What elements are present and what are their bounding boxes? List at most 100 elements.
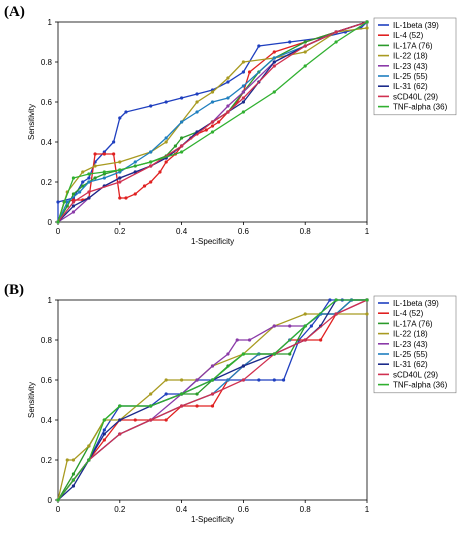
data-point [334, 30, 338, 34]
data-point [303, 44, 307, 48]
legend-entry: IL-4 (52) [393, 309, 424, 318]
x-tick-label: 0 [56, 505, 61, 514]
data-point [272, 90, 276, 94]
data-point [180, 404, 184, 408]
data-point [235, 338, 239, 342]
data-point [210, 100, 215, 104]
data-point [272, 324, 276, 328]
x-tick-label: 0 [56, 227, 61, 236]
data-point [226, 96, 230, 100]
data-point [288, 40, 292, 44]
data-point [272, 60, 276, 64]
data-point [71, 478, 76, 482]
y-tick-label: 0.8 [41, 336, 53, 345]
legend-entry: IL-17A (76) [393, 41, 433, 50]
data-point [365, 312, 369, 316]
data-point [241, 60, 245, 64]
legend-entry: TNF-alpha (36) [393, 103, 448, 112]
data-point [133, 192, 137, 196]
data-point [288, 324, 292, 328]
data-point [71, 458, 76, 462]
data-point [158, 170, 162, 174]
x-tick-label: 1 [365, 505, 370, 514]
y-tick-label: 0 [48, 496, 53, 505]
plot-frame [57, 21, 368, 223]
data-point [180, 96, 184, 100]
data-point [241, 364, 245, 368]
data-point [226, 80, 230, 84]
data-point [102, 176, 106, 180]
legend-entry: IL-23 (43) [393, 62, 428, 71]
legend-entry: IL-25 (55) [393, 72, 428, 81]
data-point [164, 160, 168, 164]
data-point [124, 196, 128, 200]
roc-panel-a: (A) 0 0.2 0.4 0.6 0.8 1 0 0.2 0.4 0.6 0.8 1 1-Specif… [0, 0, 463, 272]
data-point [210, 124, 215, 128]
series-5 [56, 298, 369, 502]
data-point [118, 196, 122, 200]
data-point [87, 180, 91, 184]
data-point [241, 70, 245, 74]
series-line [57, 299, 368, 501]
data-point [87, 190, 91, 194]
data-point [87, 444, 91, 448]
data-point [87, 176, 91, 180]
data-point [272, 50, 276, 54]
data-point [226, 352, 230, 356]
data-point [71, 192, 76, 196]
data-point [272, 64, 276, 68]
data-point [149, 150, 153, 154]
data-point [133, 170, 137, 174]
data-point [87, 458, 91, 462]
data-point [195, 404, 199, 408]
data-point [272, 378, 276, 382]
data-point [71, 484, 76, 488]
data-point [210, 120, 215, 124]
legend-entry: sCD40L (29) [393, 370, 438, 379]
data-point [210, 378, 215, 382]
legend-entry: IL-22 (18) [393, 52, 428, 61]
data-point [71, 210, 76, 214]
legend-entry: IL-31 (62) [393, 360, 428, 369]
data-point [164, 418, 168, 422]
x-axis-label: 1-Specificity [191, 237, 234, 246]
data-point [303, 40, 307, 44]
panel-label-b: (B) [4, 282, 24, 298]
data-point [164, 100, 168, 104]
data-point [365, 20, 369, 24]
data-point [71, 176, 76, 180]
data-point [241, 378, 245, 382]
data-point [180, 392, 184, 396]
data-point [164, 392, 168, 396]
series-line [57, 299, 367, 501]
x-tick-label: 0.8 [300, 505, 312, 514]
series-line [57, 299, 367, 501]
series-8 [56, 20, 369, 224]
data-point [118, 176, 122, 180]
data-point [303, 50, 307, 54]
y-axis-label: Sensitivity [27, 382, 36, 418]
y-tick-label: 0 [48, 218, 53, 227]
data-point [195, 100, 199, 104]
series-line [57, 299, 367, 501]
data-point [87, 172, 91, 176]
data-point [210, 404, 215, 408]
data-point [81, 184, 85, 188]
y-axis-label: Sensitivity [27, 104, 36, 140]
data-point [247, 338, 252, 342]
data-point [133, 418, 137, 422]
data-point [319, 338, 323, 342]
data-point [56, 220, 60, 224]
data-point [102, 418, 106, 422]
data-point [309, 324, 313, 328]
data-point [195, 378, 199, 382]
data-point [93, 176, 97, 180]
data-point [71, 204, 76, 208]
data-point [112, 140, 116, 144]
data-point [56, 200, 60, 204]
data-point [118, 418, 122, 422]
series-line [57, 299, 367, 501]
data-point [272, 352, 276, 356]
data-point [241, 110, 245, 114]
legend-entry: IL-1beta (39) [393, 21, 439, 30]
